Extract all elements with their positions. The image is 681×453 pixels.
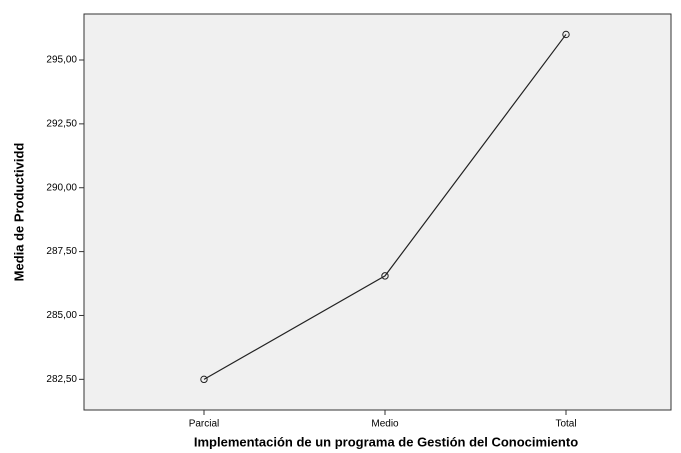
y-tick-label: 290,00 [46,182,77,193]
x-tick-label: Parcial [189,419,220,430]
x-axis-title: Implementación de un programa de Gestión… [194,434,578,449]
line [203,34,567,380]
y-tick-label: 295,00 [46,55,77,66]
y-axis-title: Media de Productividd [11,143,26,282]
y-tick-label: 287,50 [46,246,77,257]
y-tick-label: 292,50 [46,118,77,129]
y-tick-label: 285,00 [46,310,77,321]
x-tick-label: Total [555,419,576,430]
x-tick-label: Medio [371,419,399,430]
plot-area [83,13,672,411]
y-tick-label: 282,50 [46,374,77,385]
point-marker [200,375,208,384]
point-marker [381,272,389,280]
point-marker [562,30,570,39]
